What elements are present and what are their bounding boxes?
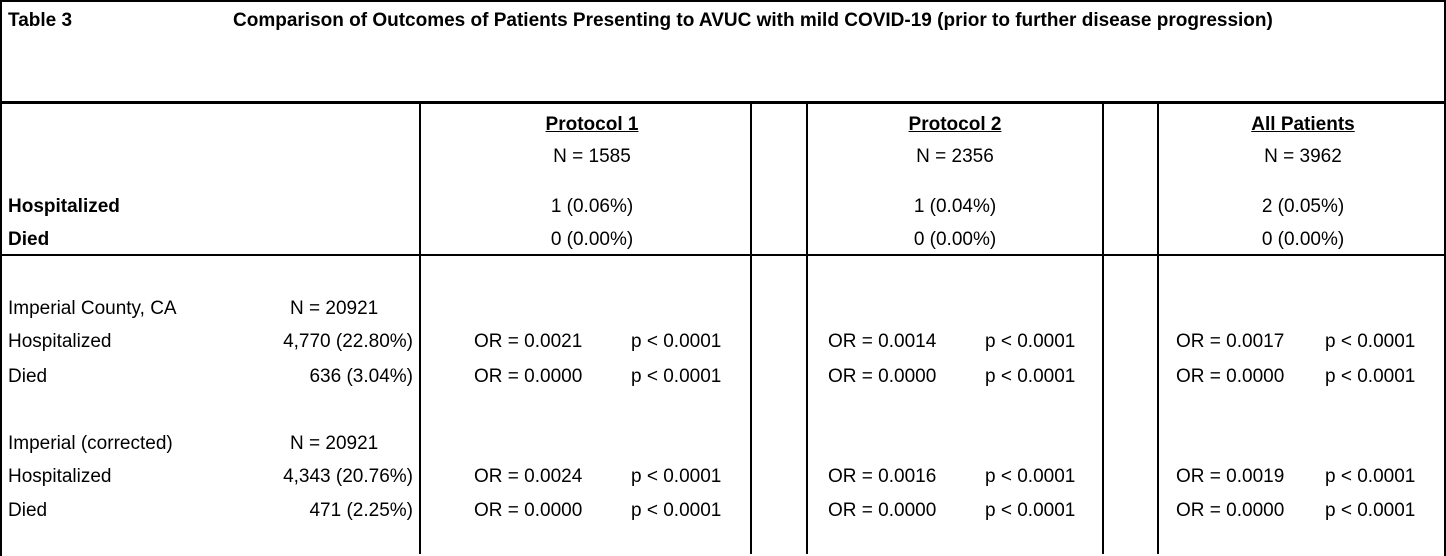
column-divider (419, 103, 421, 554)
section-divider (0, 254, 1446, 256)
p-value: p < 0.0001 (985, 500, 1076, 521)
or-value: OR = 0.0017 (1176, 331, 1285, 352)
p-value: p < 0.0001 (1325, 466, 1416, 487)
col-header-protocol-1: Protocol 1 (545, 114, 639, 135)
or-value: OR = 0.0000 (828, 500, 937, 521)
p-value: p < 0.0001 (631, 500, 722, 521)
p-value: p < 0.0001 (631, 331, 722, 352)
p-value: p < 0.0001 (1325, 331, 1416, 352)
p-value: p < 0.0001 (985, 331, 1076, 352)
col-n-protocol-1: N = 1585 (553, 146, 631, 167)
comparison-label-corrected: Imperial (corrected) (8, 433, 173, 454)
row-label-hospitalized: Hospitalized (8, 466, 112, 487)
comparison-label-imperial: Imperial County, CA (8, 298, 177, 319)
row-label-died: Died (8, 229, 50, 250)
row-label-hospitalized: Hospitalized (8, 196, 120, 217)
cell-p2-died: 0 (0.00%) (913, 229, 997, 250)
cell-p2-hospitalized: 1 (0.04%) (913, 196, 997, 217)
or-value: OR = 0.0024 (474, 466, 583, 487)
comparison-imperial-hospitalized: 4,770 (22.80%) (283, 331, 413, 352)
or-value: OR = 0.0014 (828, 331, 937, 352)
cell-p1-hospitalized: 1 (0.06%) (550, 196, 634, 217)
p-value: p < 0.0001 (985, 466, 1076, 487)
col-n-protocol-2: N = 2356 (916, 146, 994, 167)
comparison-imperial-died: 636 (3.04%) (309, 366, 413, 387)
p-value: p < 0.0001 (985, 366, 1076, 387)
column-divider (1157, 103, 1159, 554)
col-header-all-patients: All Patients (1251, 114, 1355, 135)
comparison-n-corrected: N = 20921 (290, 433, 379, 454)
header-divider (0, 101, 1446, 104)
column-divider (1102, 103, 1104, 554)
column-divider (750, 103, 752, 554)
or-value: OR = 0.0000 (1176, 366, 1285, 387)
p-value: p < 0.0001 (1325, 500, 1416, 521)
or-value: OR = 0.0019 (1176, 466, 1285, 487)
row-label-died: Died (8, 500, 48, 521)
p-value: p < 0.0001 (1325, 366, 1416, 387)
col-n-all-patients: N = 3962 (1264, 146, 1342, 167)
cell-all-hospitalized: 2 (0.05%) (1261, 196, 1345, 217)
comparison-corrected-died: 471 (2.25%) (309, 500, 413, 521)
or-value: OR = 0.0000 (828, 366, 937, 387)
row-label-died: Died (8, 366, 48, 387)
table-caption: Comparison of Outcomes of Patients Prese… (233, 10, 1273, 31)
or-value: OR = 0.0000 (474, 500, 583, 521)
cell-p1-died: 0 (0.00%) (550, 229, 634, 250)
comparison-n-imperial: N = 20921 (290, 298, 379, 319)
cell-all-died: 0 (0.00%) (1261, 229, 1345, 250)
or-value: OR = 0.0021 (474, 331, 583, 352)
table-label: Table 3 (8, 10, 73, 31)
comparison-corrected-hospitalized: 4,343 (20.76%) (283, 466, 413, 487)
row-label-hospitalized: Hospitalized (8, 331, 112, 352)
col-header-protocol-2: Protocol 2 (908, 114, 1002, 135)
or-value: OR = 0.0000 (1176, 500, 1285, 521)
p-value: p < 0.0001 (631, 466, 722, 487)
or-value: OR = 0.0016 (828, 466, 937, 487)
column-divider (806, 103, 808, 554)
p-value: p < 0.0001 (631, 366, 722, 387)
or-value: OR = 0.0000 (474, 366, 583, 387)
